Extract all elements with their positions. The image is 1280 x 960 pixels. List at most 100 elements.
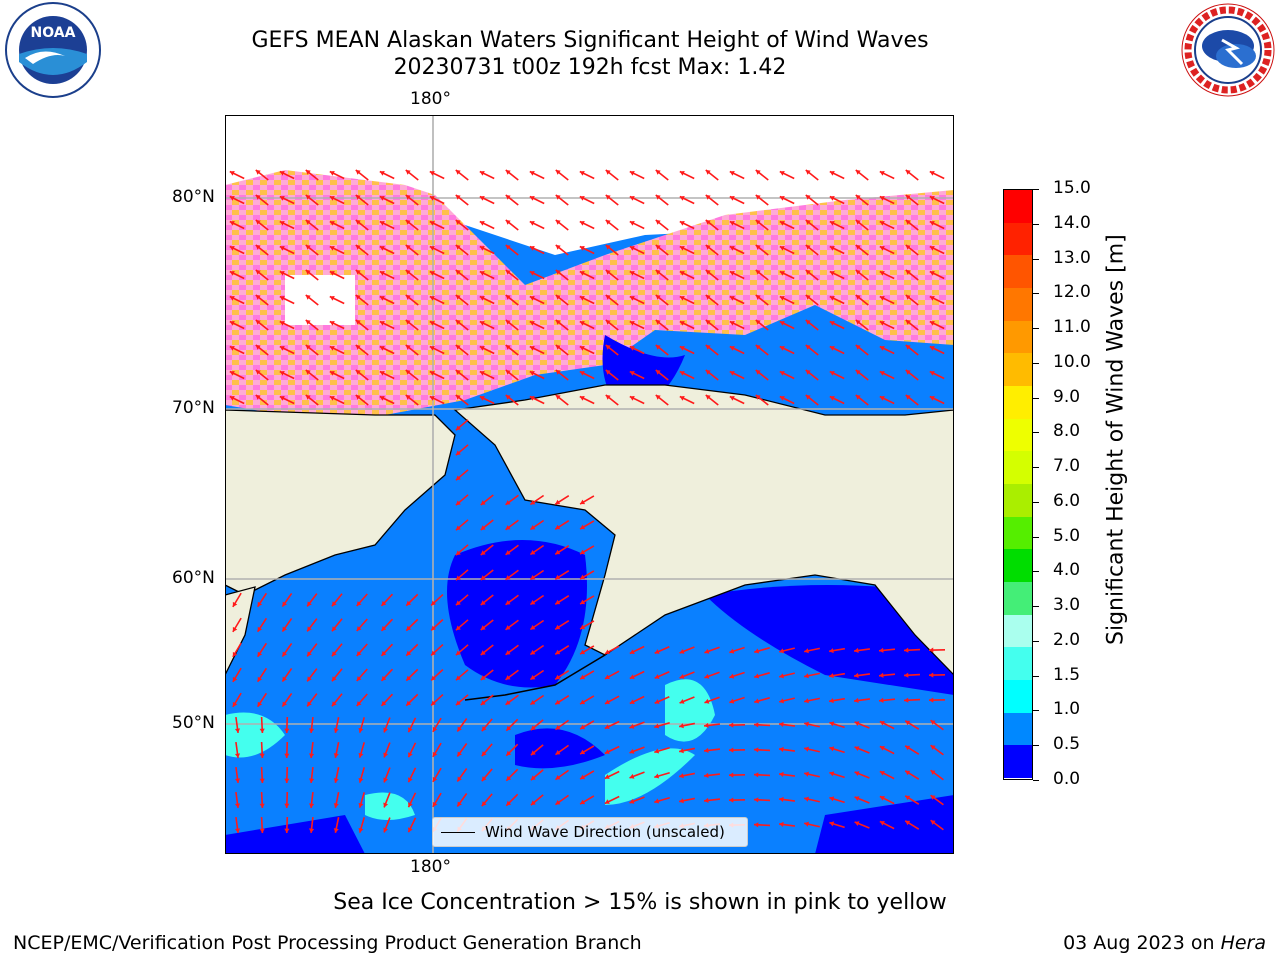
wave-direction-arrowhead <box>282 601 287 607</box>
wave-direction-arrowhead <box>355 345 361 350</box>
wave-direction-arrowhead <box>259 803 265 808</box>
wave-direction-arrowhead <box>307 701 312 707</box>
wave-direction-arrowhead <box>234 753 241 758</box>
wave-direction-arrowhead <box>829 321 835 326</box>
colorbar-tick-label: 4.0 <box>1053 560 1081 581</box>
wave-direction-arrowhead <box>779 221 785 226</box>
wave-direction-arrowhead <box>331 601 337 607</box>
wave-direction-arrowhead <box>479 346 485 351</box>
colorbar-tick-label: 0.0 <box>1053 769 1081 789</box>
wave-direction-arrowhead <box>429 221 435 226</box>
wave-direction-arrowhead <box>257 601 263 607</box>
wave-direction-arrowhead <box>705 395 711 400</box>
wave-direction-arrowhead <box>530 574 536 580</box>
colorbar-tick-mark <box>1033 189 1039 190</box>
wave-direction-arrowhead <box>729 673 735 679</box>
wave-direction-arrowhead <box>555 649 561 655</box>
wave-direction-arrowhead <box>704 797 709 803</box>
wave-direction-arrowhead <box>580 624 586 630</box>
wave-direction-arrowhead <box>754 797 759 803</box>
wave-direction-arrowhead <box>505 650 511 655</box>
wave-direction-arrowhead <box>679 171 685 176</box>
wave-direction-arrowhead <box>705 270 711 275</box>
wave-direction-arrowhead <box>232 601 238 607</box>
wave-direction-arrowhead <box>580 599 586 605</box>
wave-direction-arrowhead <box>805 170 811 175</box>
wave-direction-arrowhead <box>282 651 287 657</box>
wave-direction-arrowhead <box>579 271 585 276</box>
wave-direction-arrowhead <box>455 525 461 531</box>
wave-direction-arrowhead <box>805 245 811 250</box>
wave-direction-arrowhead <box>505 675 511 680</box>
wave-direction-arrowhead <box>555 220 561 225</box>
wave-direction-arrowhead <box>679 396 685 401</box>
wave-direction-arrowhead <box>804 746 809 752</box>
lat-label-60: 60°N <box>172 568 215 588</box>
wave-direction-arrowhead <box>755 320 761 325</box>
wave-direction-arrowhead <box>905 170 911 175</box>
wave-direction-arrowhead <box>579 196 585 201</box>
wave-direction-arrowhead <box>455 500 461 506</box>
wave-direction-arrowhead <box>284 803 290 808</box>
wave-direction-arrowhead <box>356 651 362 657</box>
wave-direction-arrowhead <box>505 395 511 400</box>
wave-direction-arrowhead <box>829 371 835 376</box>
wave-direction-arrowhead <box>729 747 734 753</box>
wave-direction-arrowhead <box>329 296 335 301</box>
wave-direction-arrowhead <box>855 170 861 175</box>
wave-direction-arrowhead <box>234 778 241 783</box>
wave-direction-arrowhead <box>379 396 385 401</box>
wave-direction-arrowhead <box>383 827 389 833</box>
wave-direction-arrowhead <box>405 320 411 325</box>
wave-direction-arrowhead <box>379 371 385 376</box>
wave-direction-arrowhead <box>655 245 661 250</box>
wave-direction-arrowhead <box>854 821 860 826</box>
wave-direction-arrowhead <box>629 723 635 729</box>
colorbar-segment <box>1004 549 1032 582</box>
wave-direction-arrowhead <box>405 195 411 200</box>
wave-direction-arrowhead <box>580 549 586 555</box>
wave-direction-arrowhead <box>679 798 684 804</box>
wave-direction-arrowhead <box>755 195 761 200</box>
wave-direction-arrowhead <box>355 370 361 375</box>
wave-direction-arrowhead <box>729 396 735 401</box>
wave-direction-arrowhead <box>804 796 809 802</box>
wave-direction-arrowhead <box>829 821 835 827</box>
nws-logo <box>1181 3 1275 97</box>
wave-direction-arrowhead <box>580 524 586 530</box>
noaa-text: NOAA <box>31 25 76 41</box>
wave-direction-arrowhead <box>929 271 935 276</box>
wave-direction-arrowhead <box>229 171 235 176</box>
wave-direction-arrowhead <box>431 700 437 706</box>
wave-direction-arrowhead <box>555 370 561 375</box>
wave-direction-arrowhead <box>505 345 511 350</box>
wave-direction-arrowhead <box>679 271 685 276</box>
wave-direction-arrowhead <box>305 220 311 225</box>
wave-direction-arrowhead <box>379 346 385 351</box>
colorbar-tick-mark <box>1033 432 1039 434</box>
wave-direction-arrowhead <box>479 271 485 276</box>
wave-direction-arrowhead <box>232 701 238 707</box>
wave-direction-arrowhead <box>929 346 935 351</box>
colorbar-tick-label: 11.0 <box>1053 317 1091 338</box>
wave-direction-arrowhead <box>580 699 586 705</box>
wave-direction-arrowhead <box>605 295 611 300</box>
wave-direction-arrowhead <box>529 246 535 251</box>
wave-direction-arrowhead <box>309 828 315 833</box>
wave-direction-arrowhead <box>729 171 735 176</box>
colorbar-segment <box>1004 320 1032 354</box>
wave-direction-arrowhead <box>779 721 784 728</box>
wave-direction-arrowhead <box>305 195 311 200</box>
wave-direction-arrowhead <box>679 723 684 729</box>
wave-direction-arrowhead <box>555 499 561 505</box>
wave-direction-arrowhead <box>305 345 311 350</box>
colorbar-tick-mark <box>1033 606 1039 608</box>
wave-direction-arrowhead <box>829 271 835 276</box>
wave-direction-arrowhead <box>480 700 486 705</box>
wave-direction-arrowhead <box>257 651 263 657</box>
wave-direction-arrowhead <box>381 650 387 656</box>
wave-direction-arrowhead <box>331 701 337 707</box>
wave-direction-arrowhead <box>431 675 437 681</box>
wave-direction-arrowhead <box>879 746 885 751</box>
wave-direction-arrowhead <box>829 346 835 351</box>
